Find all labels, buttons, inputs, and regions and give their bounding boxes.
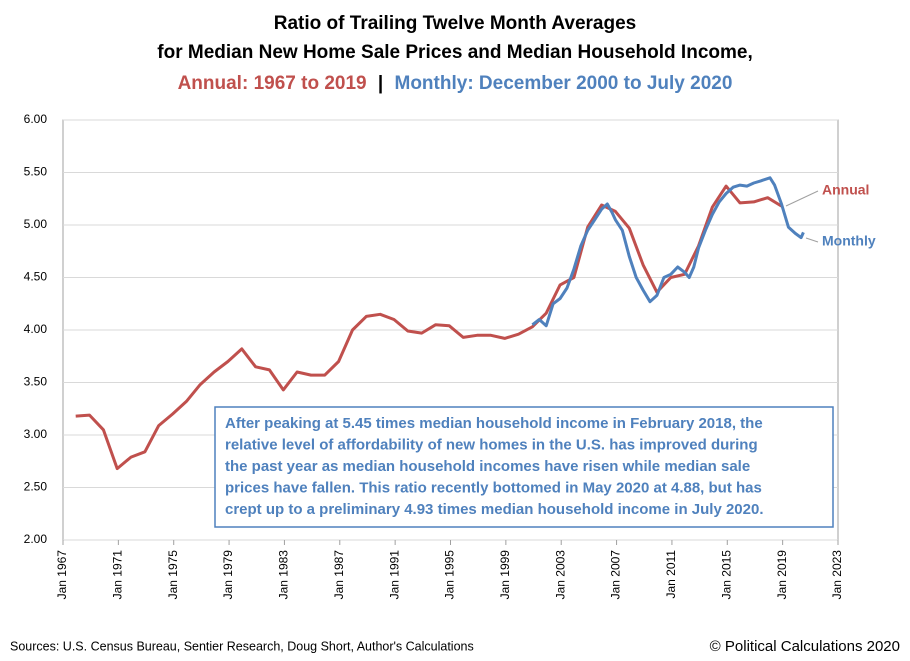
legend-connector (805, 237, 819, 243)
annotation: After peaking at 5.45 times median house… (225, 415, 764, 518)
y-tick-label: 3.00 (24, 427, 48, 441)
y-tick-label: 4.00 (24, 322, 48, 336)
y-tick-label: 5.50 (24, 165, 48, 179)
chart-title: Ratio of Trailing Twelve Month Averages (274, 13, 636, 34)
x-tick-label: Jan 2007 (609, 550, 623, 600)
x-tick-label: Jan 1983 (277, 550, 291, 600)
y-tick-label: 2.50 (24, 480, 48, 494)
subtitle-annual: Annual: 1967 to 2019 (178, 73, 367, 94)
annotation-line: relative level of affordability of new h… (225, 436, 758, 453)
legend-connector (785, 190, 819, 207)
x-tick-label: Jan 2015 (719, 550, 733, 600)
y-tick-label: 3.50 (24, 375, 48, 389)
x-tick-label: Jan 1967 (55, 550, 69, 600)
x-tick-label: Jan 1979 (221, 550, 235, 600)
x-tick-label: Jan 1995 (443, 550, 457, 600)
annotation-line: the past year as median household income… (225, 458, 750, 475)
legend-label: Annual (822, 182, 869, 198)
x-tick-label: Jan 2003 (553, 550, 567, 600)
y-tick-label: 2.00 (24, 532, 48, 546)
annotation-box (214, 406, 834, 528)
x-tick-label: Jan 2023 (830, 550, 844, 600)
legend-label: Monthly (822, 233, 876, 249)
x-tick-label: Jan 1971 (111, 550, 125, 600)
series-line (531, 176, 805, 328)
x-tick-label: Jan 2011 (664, 550, 678, 599)
source: Sources: U.S. Census Bureau, Sentier Res… (10, 639, 474, 653)
chart-title: for Median New Home Sale Prices and Medi… (157, 42, 752, 63)
series-line (75, 184, 783, 471)
subtitle-separator: | (378, 73, 383, 94)
x-tick-label: Jan 1975 (166, 550, 180, 600)
annotation-line: After peaking at 5.45 times median house… (225, 415, 763, 432)
chart-subtitle: Annual: 1967 to 2019 | Monthly: December… (178, 73, 733, 94)
y-tick-label: 6.00 (24, 112, 48, 126)
x-tick-label: Jan 2019 (775, 550, 789, 600)
annotation-line: crept up to a preliminary 4.93 times med… (225, 501, 764, 518)
subtitle-monthly: Monthly: December 2000 to July 2020 (395, 73, 733, 94)
x-tick-label: Jan 1999 (498, 550, 512, 600)
annotation-line: prices have fallen. This ratio recently … (225, 479, 762, 496)
x-tick-label: Jan 1991 (387, 550, 401, 600)
x-tick-label: Jan 1987 (332, 550, 346, 600)
y-tick-label: 5.00 (24, 217, 48, 231)
copyright: © Political Calculations 2020 (710, 638, 900, 655)
y-tick-label: 4.50 (24, 270, 48, 284)
